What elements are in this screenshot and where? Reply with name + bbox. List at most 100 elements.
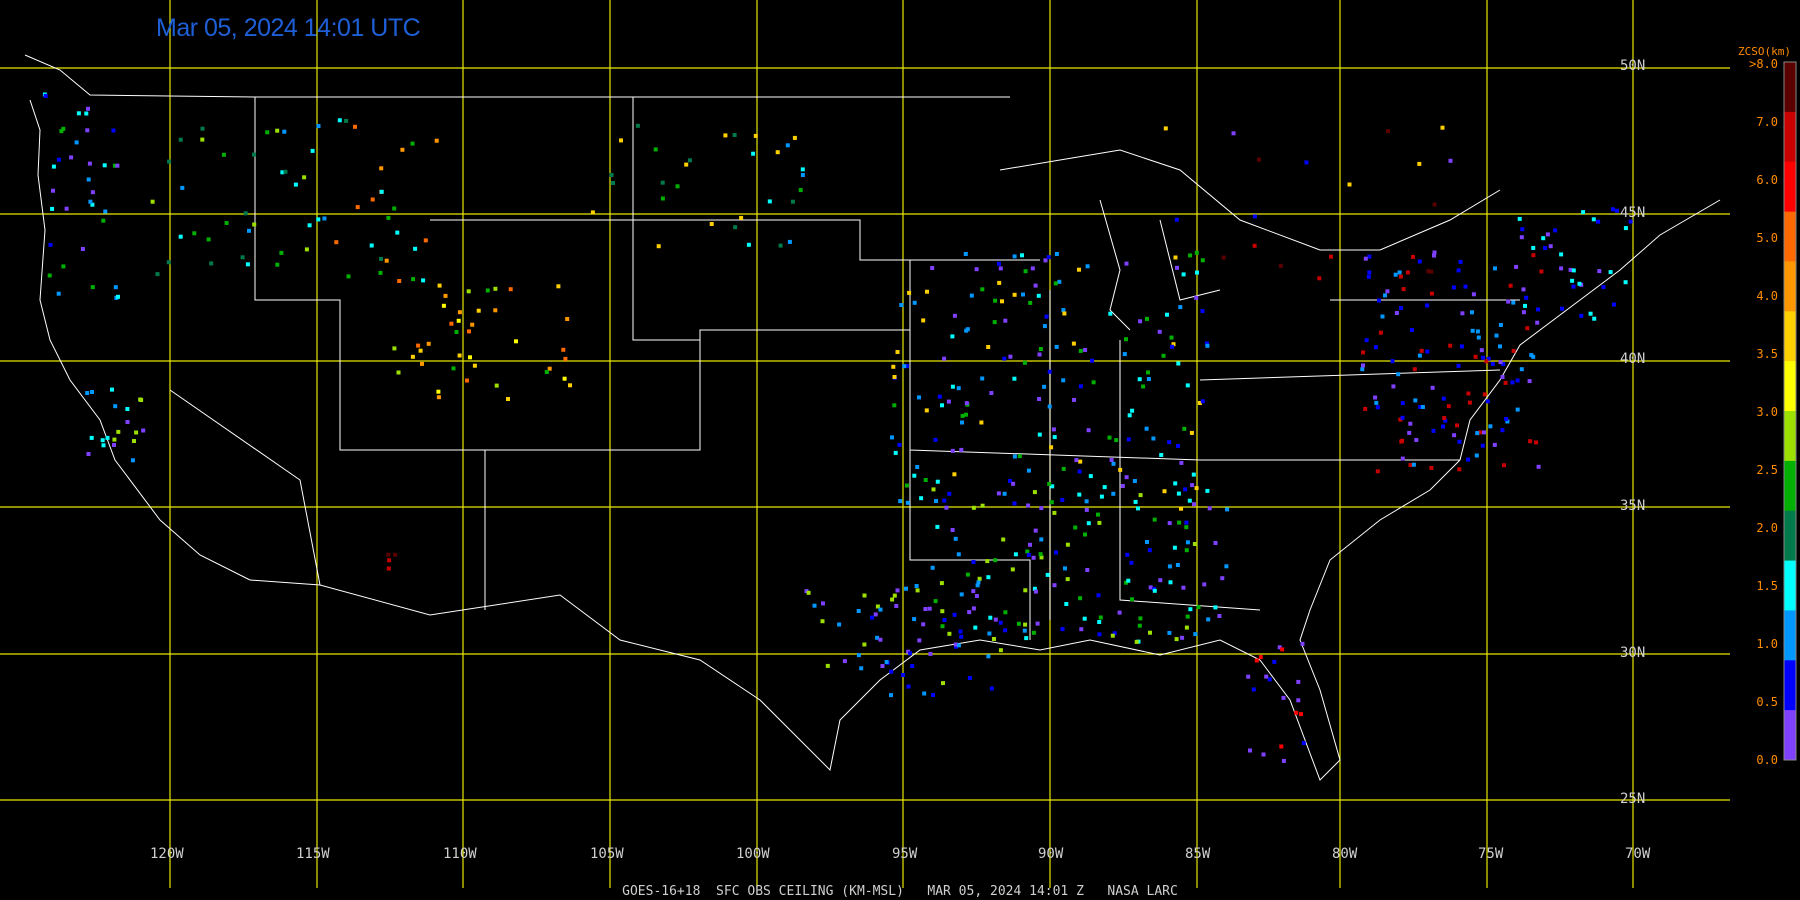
observation-point (209, 261, 214, 266)
observation-point (910, 664, 915, 668)
observation-point (804, 589, 809, 594)
observation-point (1144, 426, 1149, 431)
observation-point (1037, 352, 1042, 357)
lon-label: 110W (443, 846, 477, 862)
observation-points (42, 92, 1633, 763)
observation-point (1038, 347, 1043, 351)
observation-point (979, 420, 984, 425)
observation-point (1200, 399, 1205, 404)
observation-point (1074, 458, 1079, 463)
colorbar-segment (1784, 261, 1796, 312)
observation-point (935, 524, 940, 529)
observation-point (105, 435, 110, 440)
observation-point (1443, 418, 1448, 423)
observation-point (1280, 647, 1285, 652)
observation-point (1008, 478, 1012, 483)
observation-point (1363, 406, 1368, 411)
observation-point (1429, 269, 1434, 274)
observation-point (975, 583, 980, 588)
observation-point (1408, 463, 1413, 467)
observation-point (895, 588, 900, 593)
observation-point (1097, 632, 1102, 637)
observation-point (1300, 641, 1305, 646)
observation-point (112, 443, 116, 447)
observation-point (930, 565, 935, 570)
observation-point (1514, 264, 1519, 269)
observation-point (379, 256, 383, 261)
observation-point (1475, 329, 1480, 334)
observation-point (1366, 274, 1371, 279)
timestamp: Mar 05, 2024 14:01 UTC (156, 14, 421, 42)
observation-point (684, 162, 689, 167)
observation-point (942, 618, 947, 622)
observation-point (980, 287, 985, 292)
observation-point (908, 651, 913, 656)
observation-point (506, 397, 510, 401)
observation-point (1012, 501, 1017, 506)
colorbar-tick: 7.0 (1756, 115, 1778, 129)
observation-point (1200, 309, 1205, 314)
observation-point (1200, 258, 1205, 263)
observation-point (733, 225, 738, 230)
observation-point (1457, 439, 1462, 444)
observation-point (987, 631, 992, 636)
observation-point (102, 163, 107, 168)
observation-point (493, 308, 498, 313)
observation-point (997, 280, 1002, 285)
observation-point (1194, 486, 1199, 491)
lon-label: 90W (1038, 846, 1064, 862)
observation-point (544, 370, 549, 374)
observation-point (940, 624, 945, 629)
observation-point (890, 435, 894, 440)
observation-point (923, 478, 928, 482)
observation-point (1478, 430, 1483, 435)
observation-point (1161, 353, 1166, 358)
observation-point (1185, 540, 1190, 545)
observation-point (912, 473, 917, 478)
observation-point (1579, 313, 1584, 318)
observation-point (410, 354, 415, 359)
observation-point (986, 345, 991, 349)
observation-point (1167, 521, 1172, 526)
observation-point (1173, 481, 1178, 486)
colorbar-tick: 1.0 (1756, 637, 1778, 651)
observation-point (1146, 377, 1151, 381)
observation-point (392, 346, 397, 351)
observation-point (563, 356, 568, 361)
observation-point (1466, 391, 1471, 396)
observation-point (61, 264, 66, 269)
observation-point (1191, 472, 1196, 477)
observation-point (1111, 461, 1116, 466)
observation-point (1482, 392, 1487, 397)
observation-point (778, 243, 783, 248)
observation-point (393, 552, 398, 557)
observation-point (660, 196, 665, 201)
observation-point (467, 329, 471, 334)
observation-point (1442, 416, 1447, 420)
observation-point (1194, 250, 1199, 255)
observation-point (1047, 404, 1052, 409)
colorbar-title: ZCSO(km) (1738, 45, 1791, 58)
observation-point (1030, 266, 1035, 271)
observation-point (1281, 758, 1286, 763)
observation-point (1432, 253, 1436, 258)
observation-point (1060, 497, 1065, 502)
observation-point (1167, 440, 1172, 445)
observation-point (1022, 628, 1027, 633)
observation-point (1167, 630, 1172, 635)
observation-point (1108, 311, 1113, 316)
observation-point (1130, 408, 1135, 413)
observation-point (400, 147, 405, 152)
observation-point (1192, 502, 1196, 507)
observation-point (1182, 426, 1187, 431)
observation-point (787, 239, 792, 244)
observation-point (1111, 491, 1116, 496)
observation-point (1079, 627, 1084, 632)
observation-point (1021, 292, 1025, 297)
lon-label: 120W (150, 846, 184, 862)
observation-point (130, 458, 135, 463)
colorbar-segment (1784, 111, 1796, 163)
observation-point (1190, 483, 1195, 488)
lon-label: 95W (892, 846, 918, 862)
